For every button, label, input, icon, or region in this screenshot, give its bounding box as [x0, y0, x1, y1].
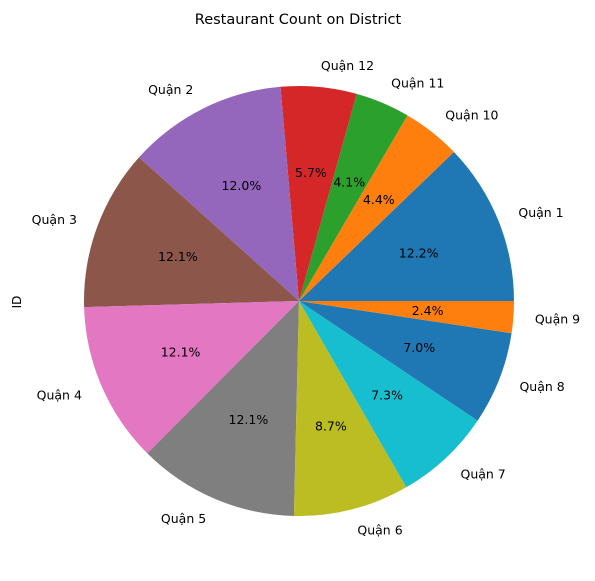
slice-category-label: Quận 1 — [518, 205, 563, 220]
slice-percent-label: 2.4% — [412, 303, 444, 318]
slice-category-label: Quận 9 — [535, 311, 580, 326]
slice-category-label: Quận 7 — [460, 466, 505, 481]
slice-percent-label: 4.1% — [333, 175, 365, 190]
slice-category-label: Quận 10 — [445, 108, 498, 123]
slice-percent-label: 12.0% — [222, 178, 262, 193]
slice-category-label: Quận 3 — [32, 212, 77, 227]
slice-category-label: Quận 6 — [357, 523, 402, 538]
pie-slices — [84, 85, 514, 516]
pie-slice — [299, 115, 454, 302]
pie-slice — [280, 85, 357, 302]
pie-slice — [84, 157, 299, 308]
chart-title: Restaurant Count on District — [195, 12, 402, 28]
slice-category-label: Quận 4 — [37, 387, 82, 402]
slice-category-label: Quận 5 — [161, 511, 206, 526]
slice-percent-label: 8.7% — [315, 419, 347, 434]
slice-percent-label: 12.1% — [158, 249, 198, 264]
pie-slice — [299, 301, 512, 421]
slice-percent-label: 4.4% — [363, 192, 395, 207]
slice-percent-label: 12.2% — [399, 245, 439, 260]
slice-percent-label: 12.1% — [161, 345, 201, 360]
pie-slice — [138, 86, 299, 301]
slice-percent-label: 7.0% — [403, 340, 435, 355]
pie-category-labels: Quận 1 Quận 10 Quận 11 Quận 12 Quận 2 Quận 3 Q… — [32, 58, 580, 538]
pie-slice — [299, 93, 408, 302]
slice-percent-label: 7.3% — [371, 388, 403, 403]
pie-slice — [147, 301, 299, 516]
slice-category-label: Quận 12 — [321, 58, 374, 73]
slice-percent-label: 12.1% — [229, 412, 269, 427]
pie-slice — [84, 301, 299, 454]
slice-category-label: Quận 8 — [519, 379, 564, 394]
pie-percent-labels: 12.2% 4.4% 4.1% 5.7% 12.0% 12.1% 12.1% 12.1% 8.7… — [158, 165, 444, 433]
pie-slice — [299, 301, 514, 334]
pie-slice — [299, 301, 478, 488]
pie-slice — [299, 151, 514, 301]
pie-slice — [293, 301, 407, 516]
y-axis-label: ID — [10, 296, 24, 309]
slice-category-label: Quận 11 — [391, 76, 444, 91]
slice-category-label: Quận 2 — [148, 82, 193, 97]
slice-percent-label: 5.7% — [295, 165, 327, 180]
